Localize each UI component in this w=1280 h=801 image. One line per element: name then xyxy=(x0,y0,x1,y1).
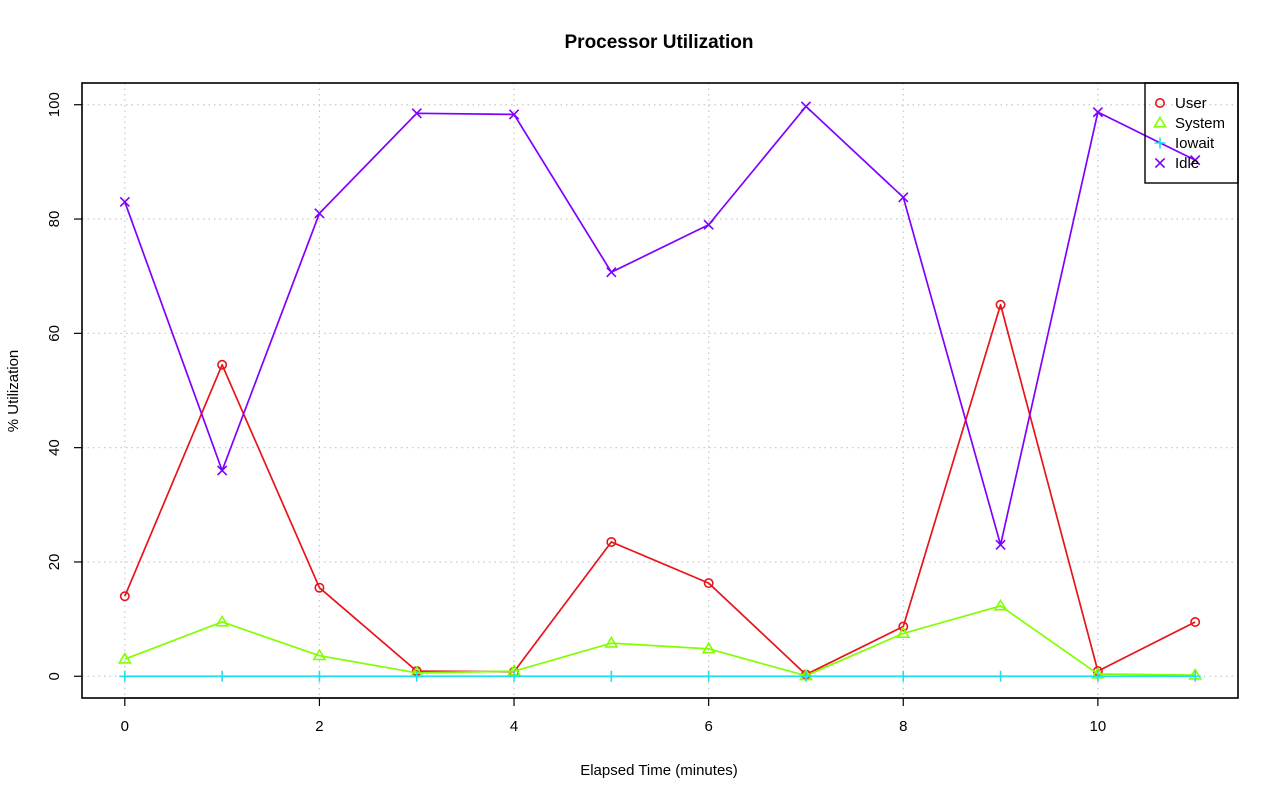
series-line-idle xyxy=(124,105,1196,546)
data-point-iowait xyxy=(216,670,228,682)
series-line-system xyxy=(124,605,1196,677)
data-point-iowait xyxy=(605,670,617,682)
legend: User System Iowait Idle xyxy=(1144,82,1239,184)
data-point-iowait xyxy=(995,670,1007,682)
legend-marker-system xyxy=(1152,115,1168,128)
legend-label-system: System xyxy=(1175,115,1225,132)
data-point-system xyxy=(604,635,619,648)
data-point-idle xyxy=(606,267,617,278)
data-point-idle xyxy=(995,539,1006,550)
data-point-system xyxy=(117,651,132,664)
data-point-system xyxy=(896,626,911,639)
data-point-user xyxy=(703,578,714,589)
x-tick-label: 8 xyxy=(899,718,907,735)
series-line-user xyxy=(124,303,1196,676)
data-point-user xyxy=(1190,616,1201,627)
legend-marker-idle xyxy=(1154,157,1166,169)
data-point-idle xyxy=(1190,154,1201,166)
y-tick-label: 40 xyxy=(46,439,63,456)
data-point-iowait xyxy=(800,670,812,682)
series-system xyxy=(117,598,1203,681)
data-point-system xyxy=(312,648,327,661)
data-point-idle xyxy=(703,219,714,230)
data-point-user xyxy=(119,591,130,602)
x-tick-label: 10 xyxy=(1090,718,1107,735)
y-tick-label: 80 xyxy=(46,211,63,228)
data-point-iowait xyxy=(119,670,131,682)
legend-label-idle: Idle xyxy=(1175,155,1199,172)
x-tick-label: 4 xyxy=(510,718,518,735)
data-point-idle xyxy=(119,196,130,208)
data-point-iowait xyxy=(703,670,715,682)
data-point-iowait xyxy=(313,670,325,682)
y-axis-label: % Utilization xyxy=(5,350,22,433)
x-axis-label: Elapsed Time (minutes) xyxy=(580,762,738,779)
legend-box xyxy=(1144,82,1239,184)
series-idle xyxy=(119,101,1201,550)
data-point-iowait xyxy=(897,670,909,682)
data-point-idle xyxy=(216,465,228,476)
x-tick-label: 6 xyxy=(704,718,712,735)
data-point-iowait xyxy=(411,670,423,682)
y-tick-label: 60 xyxy=(46,325,63,342)
legend-label-iowait: Iowait xyxy=(1175,135,1215,152)
series-iowait xyxy=(119,670,1201,682)
data-point-iowait xyxy=(508,670,520,682)
x-tick-label: 2 xyxy=(315,718,323,735)
data-point-user xyxy=(898,621,909,632)
y-tick-label: 100 xyxy=(46,92,63,117)
legend-label-user: User xyxy=(1175,95,1207,112)
data-point-iowait xyxy=(1189,670,1201,682)
data-point-idle xyxy=(314,208,325,219)
y-tick-label: 20 xyxy=(46,554,63,571)
series-layer xyxy=(117,101,1203,682)
x-tick-label: 0 xyxy=(121,718,129,735)
data-point-iowait xyxy=(1092,670,1104,682)
plot-frame xyxy=(81,82,1239,699)
legend-marker-iowait xyxy=(1154,137,1166,149)
data-point-system xyxy=(215,614,230,627)
data-point-user xyxy=(606,536,617,547)
grid-layer xyxy=(82,83,1238,698)
data-point-user xyxy=(217,359,228,370)
y-tick-label: 0 xyxy=(46,672,63,680)
data-point-idle xyxy=(508,109,520,120)
series-user xyxy=(119,299,1201,680)
data-point-user xyxy=(995,299,1006,310)
data-point-idle xyxy=(1092,106,1104,118)
legend-marker-user xyxy=(1155,98,1166,109)
data-point-idle xyxy=(898,192,909,203)
chart-title: Processor Utilization xyxy=(565,32,754,53)
data-point-user xyxy=(314,582,325,593)
data-point-idle xyxy=(411,108,422,119)
data-point-idle xyxy=(800,101,812,112)
data-point-system xyxy=(701,641,716,654)
data-point-system xyxy=(993,598,1008,611)
